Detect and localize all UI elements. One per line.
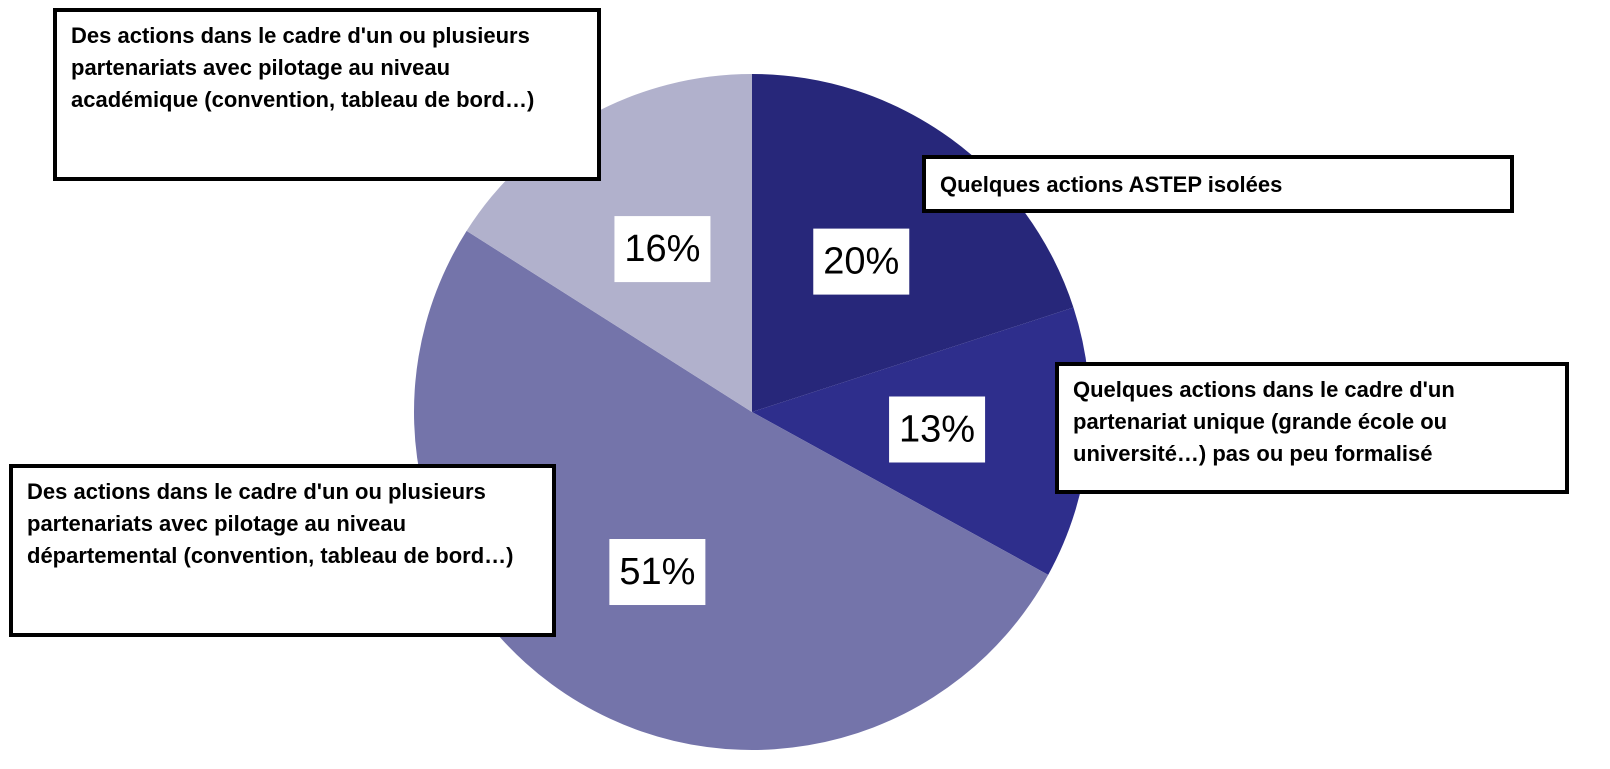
pie-slice (414, 230, 1049, 750)
category-label: Des actions dans le cadre d'un ou plusie… (53, 8, 601, 181)
value-label: 20% (823, 241, 899, 283)
value-label-bg (813, 228, 910, 295)
value-label: 16% (624, 228, 700, 270)
pie-slice (752, 74, 1074, 412)
value-label-bg (614, 216, 711, 283)
value-label: 13% (899, 409, 975, 451)
category-label: Quelques actions ASTEP isolées (922, 155, 1514, 213)
category-label: Des actions dans le cadre d'un ou plusie… (9, 464, 556, 637)
value-label: 51% (619, 551, 695, 593)
value-label-bg (609, 539, 706, 606)
category-label: Quelques actions dans le cadre d'un part… (1055, 362, 1569, 494)
value-label-bg (889, 396, 986, 463)
